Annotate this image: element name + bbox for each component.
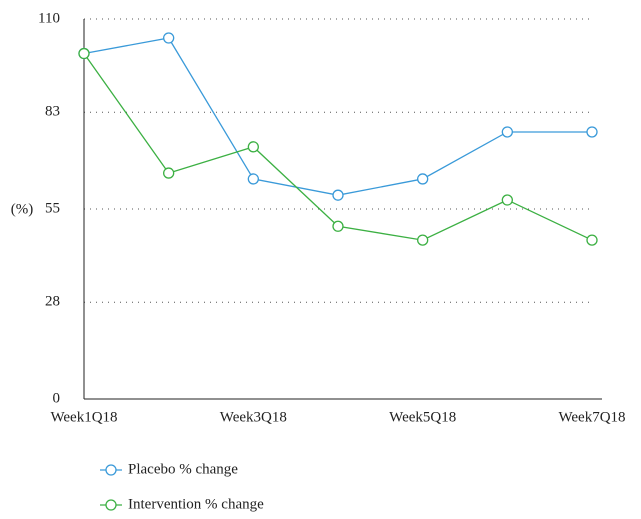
y-tick-label: 83 [45, 104, 60, 120]
point [417, 173, 429, 185]
point [78, 47, 90, 60]
x-tick-label: Week1Q18 [50, 409, 117, 425]
x-tick-label: Week3Q18 [220, 409, 287, 425]
point [247, 141, 259, 153]
point [586, 126, 598, 138]
point [501, 126, 513, 138]
point [586, 234, 598, 246]
series-line [83, 53, 593, 241]
y-axis-label: (%) [11, 201, 34, 217]
point [501, 194, 513, 206]
point [332, 220, 344, 232]
legend-marker [105, 464, 117, 476]
legend-label: Placebo % change [128, 461, 238, 477]
x-tick-label: Week5Q18 [389, 409, 456, 425]
y-tick-label: 110 [38, 10, 60, 26]
point [417, 234, 429, 246]
point [163, 167, 175, 179]
legend-label: Intervention % change [128, 496, 264, 512]
point [163, 32, 175, 44]
y-tick-label: 55 [45, 200, 60, 216]
x-tick-label: Week7Q18 [558, 409, 625, 425]
y-tick-label: 28 [45, 294, 60, 310]
legend-marker [105, 499, 117, 511]
series-line [83, 37, 592, 196]
y-tick-label: 0 [53, 390, 61, 406]
point [247, 173, 259, 185]
point [332, 189, 344, 201]
